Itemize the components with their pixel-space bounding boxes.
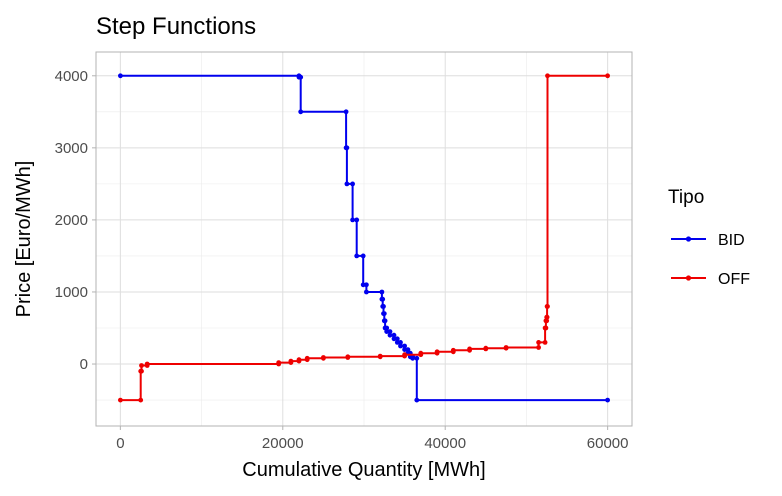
data-point-off — [434, 349, 440, 355]
data-point-bid — [298, 74, 304, 80]
legend-item-bid: BID — [671, 232, 745, 249]
data-point-off — [467, 346, 472, 352]
data-point-off — [276, 360, 282, 365]
data-point-bid — [402, 343, 407, 349]
data-point-off — [536, 345, 541, 350]
data-point-off — [304, 355, 310, 361]
data-point-bid — [344, 145, 350, 151]
data-point-bid — [380, 296, 386, 302]
data-point-bid — [118, 73, 123, 79]
data-point-bid — [394, 336, 400, 342]
data-point-off — [138, 397, 144, 403]
x-tick-label: 0 — [116, 435, 124, 452]
y-axis-title: Price [Euro/MWh] — [13, 161, 35, 318]
data-point-bid — [398, 340, 403, 345]
data-point-bid — [343, 109, 349, 115]
chart-title: Step Functions — [96, 13, 256, 40]
data-point-bid — [414, 397, 420, 403]
grid-lines — [96, 52, 632, 426]
data-point-off — [545, 304, 550, 309]
data-point-bid — [354, 253, 360, 259]
data-point-bid — [387, 329, 393, 334]
data-point-off — [605, 73, 610, 79]
data-point-bid — [381, 311, 387, 316]
legend-key-point-bid — [685, 236, 692, 242]
data-point-bid — [344, 181, 350, 187]
data-point-off — [542, 340, 548, 345]
data-point-off — [118, 397, 123, 403]
legend-title: Tipo — [668, 187, 704, 208]
series-layer — [118, 73, 610, 403]
data-point-bid — [391, 336, 397, 342]
data-point-off — [345, 354, 351, 360]
data-point-bid — [354, 217, 360, 223]
data-point-off — [139, 363, 144, 368]
x-tick-label: 40000 — [424, 435, 466, 452]
data-point-bid — [384, 329, 390, 334]
y-tick-label: 0 — [80, 356, 88, 373]
legend: Tipo BID OFF — [668, 187, 750, 288]
data-point-off — [503, 345, 509, 350]
plot-border — [95, 51, 633, 427]
data-point-bid — [405, 347, 411, 352]
data-point-bid — [382, 318, 388, 324]
data-point-off — [536, 340, 541, 345]
data-point-off — [296, 357, 302, 363]
y-tick-label: 2000 — [55, 212, 88, 229]
data-point-off — [450, 347, 456, 353]
data-point-bid — [402, 347, 407, 352]
data-point-bid — [387, 332, 393, 338]
data-point-bid — [381, 304, 386, 309]
data-point-off — [544, 314, 550, 320]
data-point-bid — [398, 343, 403, 349]
data-point-off — [402, 352, 407, 358]
data-point-off — [418, 350, 424, 356]
axis-ticks: 0 20000 40000 60000 0 1000 2000 3000 4000 — [55, 68, 629, 452]
x-axis-title: Cumulative Quantity [MWh] — [242, 459, 485, 481]
data-point-bid — [410, 355, 416, 361]
x-tick-label: 20000 — [262, 435, 304, 452]
data-point-off — [321, 355, 326, 360]
data-point-bid — [360, 253, 366, 259]
data-point-bid — [391, 332, 397, 338]
data-point-bid — [414, 355, 420, 361]
y-tick-label: 3000 — [55, 140, 88, 157]
data-point-bid — [384, 325, 390, 331]
data-point-bid — [350, 181, 355, 187]
data-point-off — [288, 358, 294, 364]
x-tick-label: 60000 — [587, 435, 629, 452]
data-point-off — [377, 353, 383, 359]
legend-key-point-off — [685, 275, 692, 281]
data-point-off — [543, 325, 549, 331]
data-point-bid — [364, 282, 369, 288]
data-point-off — [483, 345, 489, 351]
data-point-bid — [350, 217, 355, 223]
data-point-off — [544, 318, 550, 324]
data-point-off — [139, 368, 144, 374]
data-point-off — [144, 361, 150, 367]
legend-item-off: OFF — [671, 271, 750, 288]
data-point-bid — [364, 289, 369, 295]
y-tick-label: 1000 — [55, 284, 88, 301]
legend-label-off: OFF — [718, 271, 750, 288]
y-tick-label: 4000 — [55, 68, 88, 85]
data-point-bid — [379, 289, 385, 295]
data-point-bid — [298, 109, 304, 115]
data-point-bid — [605, 397, 610, 403]
legend-label-bid: BID — [718, 232, 745, 249]
data-point-off — [545, 73, 550, 79]
